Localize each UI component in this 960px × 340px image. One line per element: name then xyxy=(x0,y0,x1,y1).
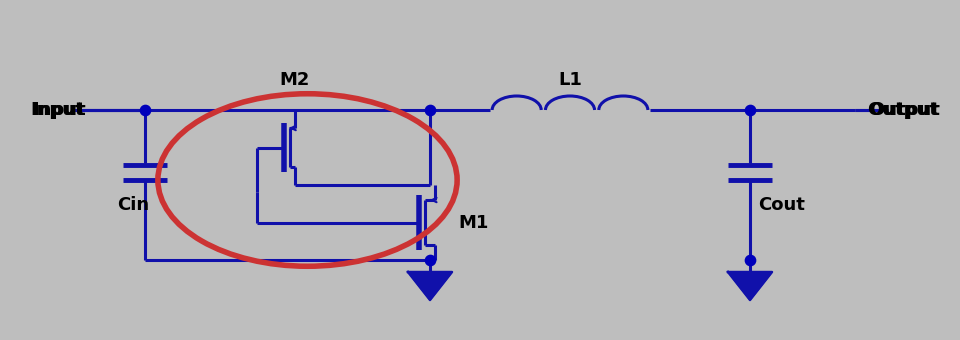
Text: M2: M2 xyxy=(279,71,310,89)
Point xyxy=(742,257,757,263)
Point xyxy=(422,257,438,263)
Point xyxy=(137,107,153,113)
Text: Input: Input xyxy=(30,101,84,119)
Text: Cout: Cout xyxy=(758,196,804,214)
Text: Input: Input xyxy=(32,101,85,119)
Polygon shape xyxy=(408,272,452,300)
Polygon shape xyxy=(728,272,772,300)
Text: Output: Output xyxy=(869,101,940,119)
Point xyxy=(422,107,438,113)
Text: L1: L1 xyxy=(558,71,582,89)
Text: M1: M1 xyxy=(458,214,489,232)
Point xyxy=(742,107,757,113)
Text: Cin: Cin xyxy=(117,196,149,214)
Text: Output: Output xyxy=(867,101,938,119)
